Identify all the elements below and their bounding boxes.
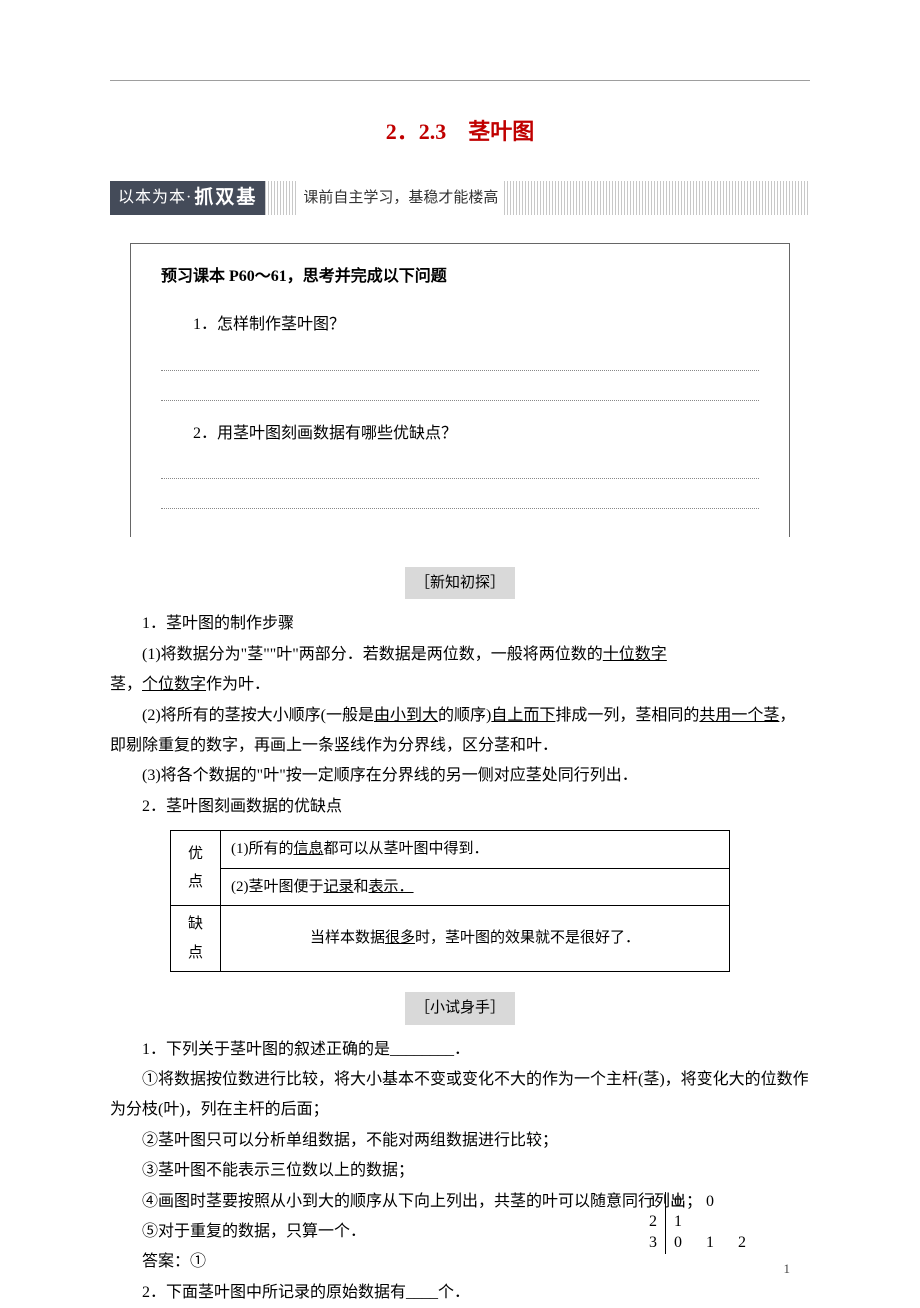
chapter-title: 2．2.3 茎叶图 [110,111,810,153]
preview-box: 预习课本 P60～61，思考并完成以下问题 1．怎样制作茎叶图？ 2．用茎叶图刻… [130,243,790,537]
adv-label: 优点 [171,831,221,906]
adv-line1: (1)所有的信息都可以从茎叶图中得到． [221,831,730,869]
section-label: ［小试身手］ [110,992,810,1025]
ex1-opt1: ①将数据按位数进行比较，将大小基本不变或变化不大的作为一个主杆(茎)，将变化大的… [110,1065,810,1126]
dotted-line [161,491,759,509]
stem-cell: 1 [645,1192,666,1213]
preview-q1: 1．怎样制作茎叶图？ [161,310,759,340]
ex1-stem: 1．下列关于茎叶图的叙述正确的是________． [110,1035,810,1065]
step-1: (1)将数据分为"茎""叶"两部分．若数据是两位数，一般将两位数的十位数字作为茎… [110,640,810,670]
banner-left-block: 以本为本· 抓双基 [110,181,265,215]
top-divider [110,80,810,81]
step-3: (3)将各个数据的"叶"按一定顺序在分界线的另一侧对应茎处同行列出． [110,761,810,791]
banner-stripes-left [265,181,297,215]
section-label: ［新知初探］ [110,567,810,600]
leaf-cell: 1 [666,1212,761,1233]
dis-text: 当样本数据很多时，茎叶图的效果就不是很好了． [221,906,730,972]
banner-caption: 课前自主学习，基稳才能楼高 [297,184,504,213]
preview-heading: 预习课本 P60～61，思考并完成以下问题 [161,262,759,292]
section-label-text: ［小试身手］ [405,992,515,1025]
leaf-cell: 0 0 [666,1192,761,1213]
dotted-line [161,383,759,401]
stem-cell: 2 [645,1212,666,1233]
section-label-text: ［新知初探］ [405,567,515,600]
advantage-table: 优点 (1)所有的信息都可以从茎叶图中得到． (2)茎叶图便于记录和表示． 缺点… [170,830,730,972]
step-2: (2)将所有的茎按大小顺序(一般是由小到大的顺序)自上而下排成一列，茎相同的共用… [110,701,810,762]
ex1-opt3: ③茎叶图不能表示三位数以上的数据； [110,1156,810,1186]
advdis-heading: 2．茎叶图刻画数据的优缺点 [110,792,810,822]
steps-heading: 1．茎叶图的制作步骤 [110,609,810,639]
page-number: 1 [784,1257,791,1282]
dotted-line [161,353,759,371]
ex2-stem: 2．下面茎叶图中所记录的原始数据有____个． [110,1278,810,1308]
leaf-cell: 0 1 2 [666,1233,761,1254]
banner-small-text: 以本为本· [118,183,192,213]
stem-leaf-plot: 10 0 21 30 1 2 [645,1192,760,1254]
dotted-line [161,461,759,479]
step-1-cont: 作为茎，茎，个位数字作为叶． [110,670,810,700]
banner-big-text: 抓双基 [194,180,257,216]
stem-cell: 3 [645,1233,666,1254]
ex1-opt2: ②茎叶图只可以分析单组数据，不能对两组数据进行比较； [110,1126,810,1156]
banner: 以本为本· 抓双基 课前自主学习，基稳才能楼高 [110,181,810,215]
preview-q2: 2．用茎叶图刻画数据有哪些优缺点？ [161,419,759,449]
adv-line2: (2)茎叶图便于记录和表示． [221,868,730,906]
banner-stripes-right [504,181,810,215]
dis-label: 缺点 [171,906,221,972]
